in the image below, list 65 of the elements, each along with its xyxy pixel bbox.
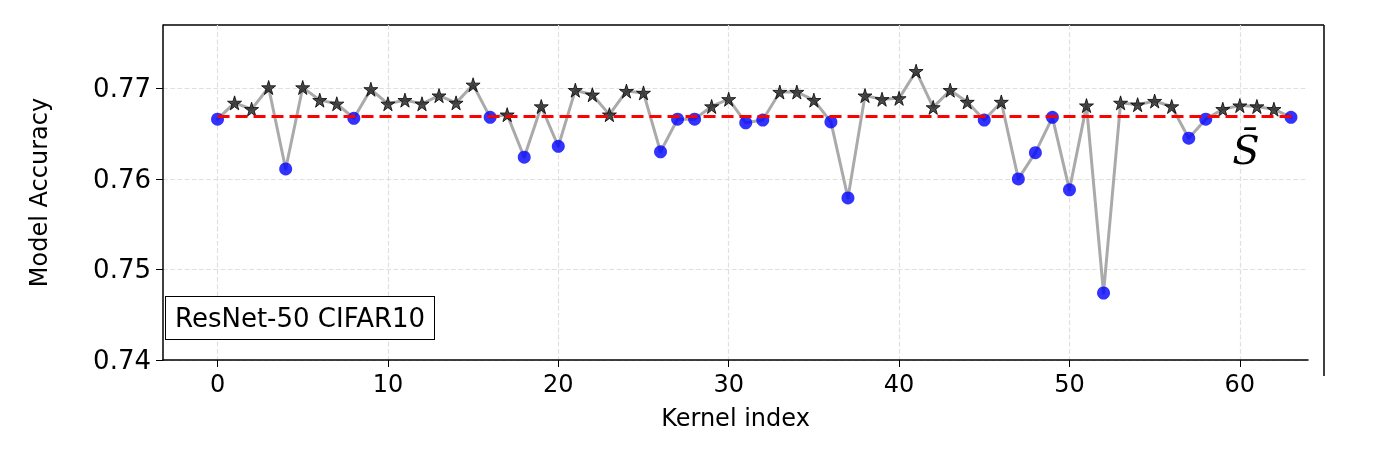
point	[772, 84, 788, 100]
point	[363, 81, 379, 97]
y-axis-title: Model Accuracy	[25, 97, 53, 288]
point	[431, 88, 447, 104]
point	[397, 92, 413, 108]
point	[295, 79, 311, 95]
point	[1232, 98, 1248, 114]
point	[244, 101, 260, 117]
point	[1097, 286, 1111, 300]
x-axis-title: Kernel index	[661, 404, 810, 432]
point	[1215, 101, 1231, 117]
point	[329, 96, 345, 112]
point	[908, 63, 924, 79]
point	[1011, 172, 1025, 186]
point	[618, 83, 634, 99]
point	[1130, 97, 1146, 113]
point	[227, 95, 243, 111]
point	[1147, 93, 1163, 109]
point	[1249, 98, 1265, 114]
ref-line-label: S̄	[1232, 127, 1260, 174]
point	[857, 88, 873, 104]
point	[533, 98, 549, 114]
y-tick-label: 0.77	[93, 73, 151, 104]
x-tick-label: 10	[372, 370, 404, 398]
point	[448, 95, 464, 111]
point	[959, 94, 975, 110]
point	[704, 98, 720, 114]
point	[789, 84, 805, 100]
point	[1182, 131, 1196, 145]
annotation: ResNet-50 CIFAR10	[165, 296, 436, 340]
point	[721, 91, 737, 107]
point	[925, 99, 941, 115]
y-tick-label: 0.74	[93, 345, 151, 375]
point	[635, 85, 651, 101]
point	[841, 191, 855, 205]
point	[1062, 183, 1076, 197]
x-tick-label: 30	[713, 370, 744, 398]
point	[1028, 146, 1042, 160]
point	[1079, 98, 1094, 114]
x-tick-label: 20	[543, 370, 574, 398]
x-tick-label: 0	[209, 370, 226, 398]
x-tick-label: 40	[883, 370, 915, 398]
point	[874, 91, 890, 107]
point	[551, 139, 565, 153]
point	[891, 90, 907, 106]
y-tick-label: 0.76	[93, 163, 151, 194]
point	[1113, 95, 1129, 111]
point	[517, 150, 531, 164]
point	[806, 92, 822, 108]
y-tick-label: 0.75	[93, 254, 151, 285]
x-tick-label: 60	[1224, 370, 1256, 398]
point	[942, 82, 958, 98]
point	[312, 92, 328, 108]
point	[654, 145, 668, 159]
point	[261, 79, 277, 95]
x-tick-label: 50	[1054, 370, 1085, 398]
point	[465, 77, 481, 93]
point	[414, 96, 430, 112]
point	[1164, 98, 1180, 114]
point	[993, 94, 1009, 110]
point	[1266, 101, 1282, 117]
point	[584, 87, 600, 103]
point	[380, 96, 396, 112]
point	[279, 162, 293, 176]
point	[567, 82, 583, 98]
